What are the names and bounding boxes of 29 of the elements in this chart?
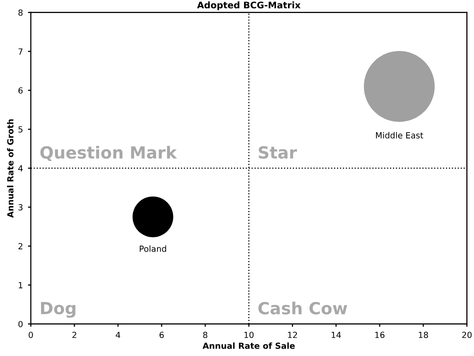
- y-tick-label: 7: [18, 48, 22, 55]
- y-tick-label: 2: [18, 243, 22, 250]
- x-tick-label: 16: [375, 332, 384, 338]
- chart-title: Adopted BCG-Matrix: [197, 1, 301, 10]
- annotation: Cash Cow: [258, 302, 348, 314]
- x-tick-label: 20: [462, 332, 472, 338]
- y-tick-label: 0: [18, 320, 23, 328]
- x-tick-label: 18: [418, 332, 428, 338]
- y-tick-label: 3: [18, 204, 23, 210]
- x-tick-label: 14: [332, 332, 341, 338]
- annotation: Question Mark: [40, 146, 178, 161]
- x-tick-label: 4: [116, 332, 120, 338]
- x-tick-label: 12: [288, 332, 297, 338]
- series-label: Poland: [140, 245, 166, 252]
- y-tick-label: 8: [18, 9, 23, 16]
- y-tick-label: 6: [18, 87, 23, 94]
- x-tick-label: 10: [244, 332, 254, 338]
- annotation: Star: [258, 146, 297, 159]
- y-tick-label: 5: [18, 126, 22, 133]
- y-tick-label: 1: [18, 282, 22, 288]
- y-tick-label: 4: [18, 165, 23, 172]
- x-tick-label: 2: [72, 332, 76, 338]
- series-label: Middle East: [376, 132, 424, 138]
- annotation: Dog: [41, 302, 76, 318]
- x-tick-label: 6: [160, 332, 164, 338]
- x-axis-title: Annual Rate of Sale: [202, 342, 295, 349]
- x-tick-label: 0: [28, 332, 33, 338]
- x-tick-label: 8: [203, 332, 208, 338]
- y-axis-title: Annual Rate of Groth: [7, 119, 14, 218]
